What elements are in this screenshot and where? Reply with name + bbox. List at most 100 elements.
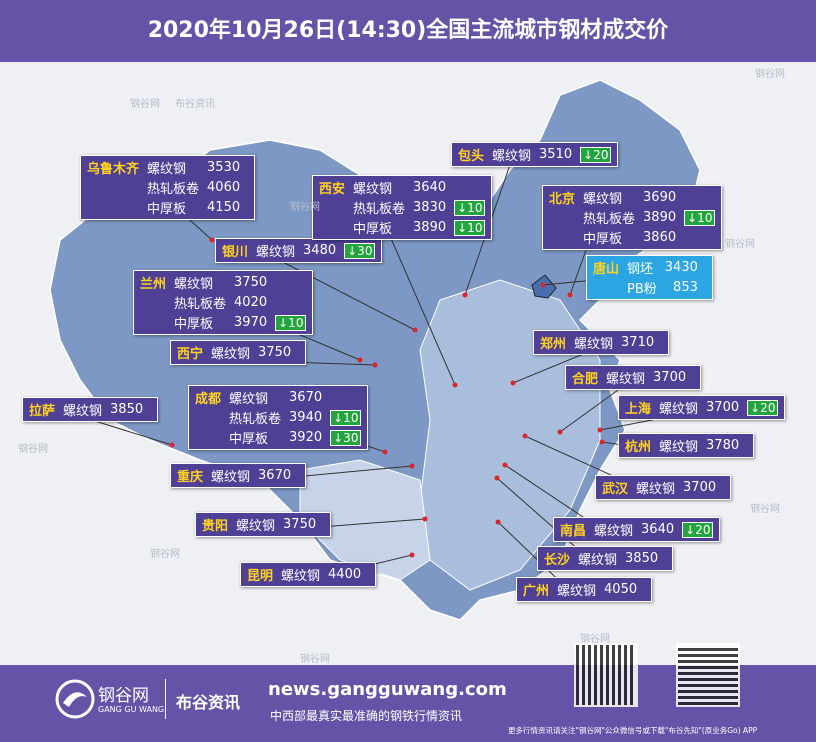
city-dot: [495, 519, 501, 525]
city-dot: [494, 475, 500, 481]
price: 3640: [641, 522, 675, 537]
city-box: 乌鲁木齐 螺纹钢 3530 热轧板卷 4060 中厚板 4150: [80, 155, 256, 220]
title: 2020年10月26日(14:30)全国主流城市钢材成交价: [0, 0, 816, 62]
city-dot: [372, 362, 378, 368]
product: 热轧板卷: [229, 412, 282, 427]
product: 螺纹钢: [256, 245, 296, 260]
city-box: 兰州 螺纹钢 3750 热轧板卷 4020 中厚板 3970 ↓10: [133, 270, 314, 335]
city-box: 广州 螺纹钢 4050: [516, 577, 653, 602]
price: 3480: [303, 243, 337, 258]
city-box: 唐山 钢坯 3430 PB粉 853: [586, 255, 713, 300]
city-name: 唐山: [593, 262, 620, 277]
slogan: 中西部最真实最准确的钢铁行情资讯: [270, 709, 463, 723]
url: news.gangguwang.com: [268, 679, 507, 700]
qr-code: [574, 643, 638, 707]
product: 热轧板卷: [353, 202, 406, 217]
price: 3780: [706, 438, 740, 453]
product: 螺纹钢: [229, 392, 269, 407]
price: 4020: [234, 295, 268, 310]
change: ↓10: [275, 314, 307, 331]
city-name: 杭州: [625, 440, 652, 455]
city-dot: [502, 462, 508, 468]
note: 更多行情资讯请关注"钢谷网"公众微信号或下载"布谷先知"(原业务Go) APP: [508, 726, 758, 735]
watermark: 钢谷网: [150, 549, 180, 560]
product: 螺纹钢: [236, 519, 276, 534]
product: 螺纹钢: [606, 372, 646, 387]
product: 螺纹钢: [574, 337, 614, 352]
change: ↓20: [580, 146, 612, 163]
city-dot: [557, 429, 563, 435]
logo-icon: [55, 679, 95, 719]
price: 3700: [653, 370, 687, 385]
city-name: 乌鲁木齐: [87, 162, 140, 177]
city-name: 兰州: [140, 277, 167, 292]
change: ↓10: [454, 199, 486, 216]
watermark: 钢谷网: [130, 99, 160, 110]
city-box: 银川 螺纹钢 3480 ↓30: [215, 238, 383, 263]
price: 3670: [258, 468, 292, 483]
product: 螺纹钢: [492, 149, 532, 164]
change: ↓20: [682, 521, 714, 538]
price: 3850: [625, 551, 659, 566]
watermark: 钢谷网: [290, 202, 320, 213]
watermark: 钢谷网: [725, 239, 755, 250]
leader: [559, 384, 626, 433]
product: 热轧板卷: [583, 212, 636, 227]
change: ↓10: [330, 409, 362, 426]
city-box: 昆明 螺纹钢 4400: [240, 562, 377, 587]
product: 螺纹钢: [578, 553, 618, 568]
city-dot: [409, 463, 415, 469]
city-box: 武汉 螺纹钢 3700: [595, 475, 732, 500]
city-name: 重庆: [177, 470, 204, 485]
city-dot: [209, 237, 215, 243]
logo-en: GANG GU WANG: [98, 705, 165, 714]
city-box: 杭州 螺纹钢 3780: [618, 433, 755, 458]
price: 4150: [207, 200, 241, 215]
city-dot: [357, 357, 363, 363]
divider: [165, 679, 166, 719]
product: 钢坯: [627, 262, 654, 277]
product: 螺纹钢: [636, 482, 676, 497]
change: ↓20: [747, 399, 779, 416]
product: 螺纹钢: [659, 440, 699, 455]
change: ↓30: [330, 429, 362, 446]
price: 4060: [207, 180, 241, 195]
city-box: 南昌 螺纹钢 3640 ↓20: [553, 517, 721, 542]
product: 螺纹钢: [281, 569, 321, 584]
city-dot: [540, 282, 546, 288]
price: 4050: [604, 582, 638, 597]
city-dot: [422, 516, 428, 522]
leader: [512, 349, 594, 384]
price: 3890: [413, 220, 447, 235]
city-name: 昆明: [247, 569, 274, 584]
city-box: 合肥 螺纹钢 3700: [565, 365, 702, 390]
product: 热轧板卷: [174, 297, 227, 312]
watermark: 钢谷网: [580, 634, 610, 645]
city-box: 西宁 螺纹钢 3750: [170, 340, 307, 365]
price: 3690: [643, 190, 677, 205]
price: 3970: [234, 315, 268, 330]
price: 3920: [289, 430, 323, 445]
city-name: 南昌: [560, 524, 587, 539]
price: 3750: [234, 275, 268, 290]
city-box: 成都 螺纹钢 3670 热轧板卷 3940 ↓10 中厚板 3920 ↓30: [188, 385, 369, 450]
city-name: 银川: [222, 245, 249, 260]
price: 3430: [664, 260, 698, 275]
product: 螺纹钢: [174, 277, 214, 292]
city-dot: [409, 552, 415, 558]
price: 3670: [289, 390, 323, 405]
watermark: 布谷资讯: [175, 99, 215, 110]
price: 3510: [539, 147, 573, 162]
dots: [169, 237, 605, 558]
qr-code: [676, 643, 740, 707]
product: 中厚板: [174, 317, 214, 332]
price: 853: [673, 280, 698, 295]
price: 3850: [110, 402, 144, 417]
logo-text: 钢谷网: [98, 686, 149, 706]
city-dot: [597, 427, 603, 433]
city-box: 北京 螺纹钢 3690 热轧板卷 3890 ↓10 中厚板 3860: [542, 185, 723, 250]
city-name: 广州: [523, 584, 550, 599]
product: 螺纹钢: [659, 402, 699, 417]
change: ↓30: [344, 242, 376, 259]
